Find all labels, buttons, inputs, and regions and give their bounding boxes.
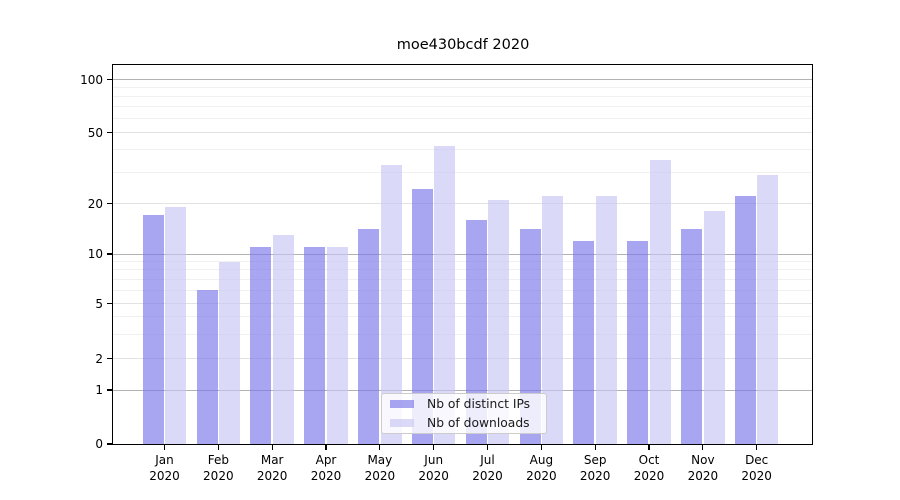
x-tick [756,444,758,450]
bar-distinct-ips-nov [681,229,703,444]
bar-downloads-aug [542,196,564,444]
y-tick [107,132,113,134]
bar-downloads-mar [272,234,294,444]
x-tick [702,444,704,450]
gridline [113,203,812,204]
gridline-minor [113,289,812,291]
y-tick-label: 1 [95,383,103,397]
gridline-minor [113,316,812,318]
x-tick-label: Aug 2020 [526,453,557,483]
bar-downloads-may [380,164,402,444]
y-tick [107,78,113,81]
gridline-minor [113,333,812,335]
gridline-minor [113,278,812,280]
bar-downloads-apr [326,247,348,444]
bar-downloads-dec [757,174,779,444]
legend-label: Nb of distinct IPs [427,397,531,411]
x-tick-label: Jun 2020 [418,453,449,483]
x-tick [594,444,596,450]
x-tick [325,444,327,450]
gridline [113,303,812,304]
x-tick [271,444,273,450]
bar-downloads-jan [165,207,187,444]
gridline-major [113,389,812,391]
y-tick-label: 0 [95,437,103,451]
bar-distinct-ips-mar [250,247,272,444]
bar-downloads-nov [703,211,725,444]
x-tick-label: Jul 2020 [472,453,503,483]
x-tick-label: Oct 2020 [633,453,665,483]
bar-distinct-ips-dec [734,196,756,444]
gridline [113,358,812,359]
gridline-minor [113,269,812,271]
x-tick-label: Apr 2020 [310,453,342,483]
y-tick [107,202,113,205]
bar-distinct-ips-aug [519,229,541,444]
bar-distinct-ips-apr [304,247,326,444]
gridline-minor [113,261,812,263]
y-tick-label: 50 [87,125,103,140]
legend-item-downloads: Nb of downloads [382,414,546,433]
y-tick [107,302,113,305]
gridline-minor [113,171,812,173]
bar-distinct-ips-sep [573,240,595,444]
y-tick-label: 5 [95,296,103,311]
bar-distinct-ips-jul [465,219,487,444]
x-tick-label: Feb 2020 [203,453,234,483]
bar-downloads-feb [219,261,241,444]
bar-distinct-ips-oct [627,240,649,444]
x-tick-label: Dec 2020 [741,453,772,483]
y-tick [107,389,113,391]
x-tick [486,444,489,450]
bar-distinct-ips-may [358,229,380,444]
legend-swatch-downloads [390,419,414,427]
bar-distinct-ips-jun [411,189,433,444]
bar-downloads-sep [595,196,617,444]
gridline-minor [113,118,812,120]
legend-label: Nb of downloads [427,416,530,430]
x-tick [648,444,650,450]
bar-distinct-ips-feb [196,290,218,444]
bar-downloads-jun [434,146,456,444]
gridline [113,132,812,134]
y-tick-label: 10 [87,247,103,261]
gridline-major [113,79,812,80]
y-tick [107,253,113,255]
x-tick [217,444,219,450]
legend: Nb of distinct IPs Nb of downloads [381,393,547,434]
x-tick-label: Sep 2020 [579,453,611,483]
gridline-major [113,253,812,255]
x-tick [540,444,542,450]
bar-distinct-ips-jan [142,215,164,444]
y-tick-label: 100 [80,72,103,87]
bar-downloads-oct [649,160,671,444]
legend-swatch-distinct-ips [390,400,414,408]
y-tick [107,443,113,445]
x-tick [163,444,166,450]
x-tick-label: Jan 2020 [149,453,180,483]
bar-downloads-jul [488,199,510,444]
gridline-minor [113,87,812,89]
x-tick-label: May 2020 [364,453,396,483]
chart-title: moe430bcdf 2020 [396,37,530,53]
gridline-minor [113,149,812,151]
gridline-minor [113,106,812,108]
y-tick-label: 2 [95,351,103,366]
gridline-minor [113,96,812,98]
x-tick-label: Nov 2020 [687,453,719,483]
x-tick [379,444,381,450]
y-tick-label: 20 [87,196,103,211]
x-tick-label: Mar 2020 [256,453,288,483]
x-tick [433,444,435,450]
y-tick [107,357,113,360]
legend-item-distinct-ips: Nb of distinct IPs [382,395,546,414]
